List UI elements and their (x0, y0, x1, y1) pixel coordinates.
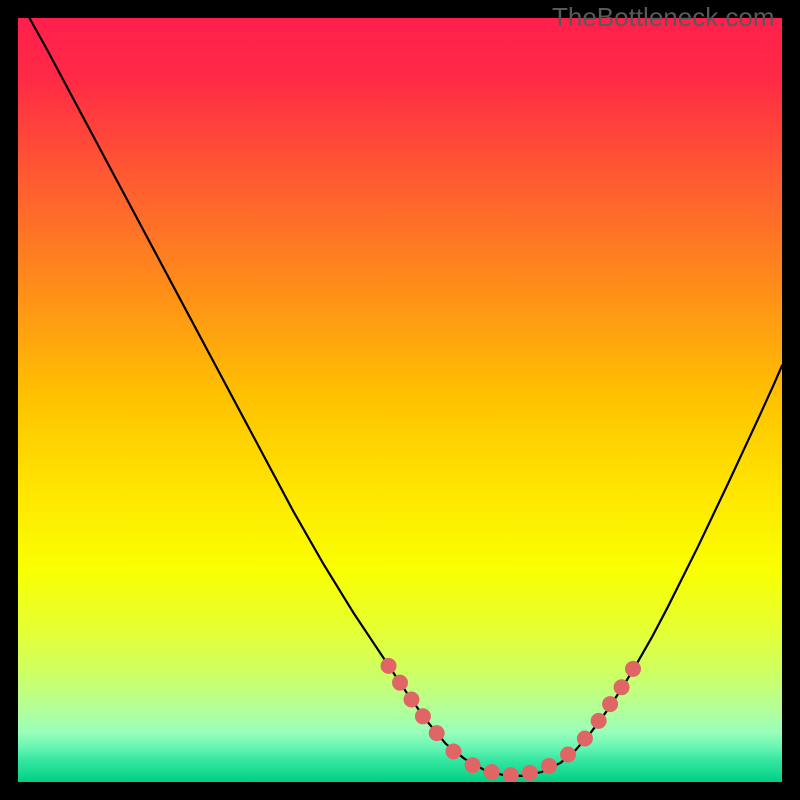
data-marker (541, 758, 556, 773)
watermark-text: TheBottleneck.com (552, 2, 775, 33)
data-marker (446, 744, 461, 759)
gradient-background (18, 18, 782, 782)
data-marker (429, 726, 444, 741)
data-marker (381, 658, 396, 673)
data-marker (465, 758, 480, 773)
plot-area (18, 18, 782, 782)
data-marker (415, 709, 430, 724)
data-marker (626, 661, 641, 676)
data-marker (503, 768, 518, 782)
data-marker (404, 692, 419, 707)
data-marker (393, 675, 408, 690)
data-marker (603, 697, 618, 712)
data-marker (614, 680, 629, 695)
data-marker (484, 765, 499, 780)
data-marker (591, 713, 606, 728)
figure-root: TheBottleneck.com (0, 0, 800, 800)
data-marker (577, 731, 592, 746)
chart-svg (18, 18, 782, 782)
data-marker (561, 747, 576, 762)
data-marker (522, 765, 537, 780)
